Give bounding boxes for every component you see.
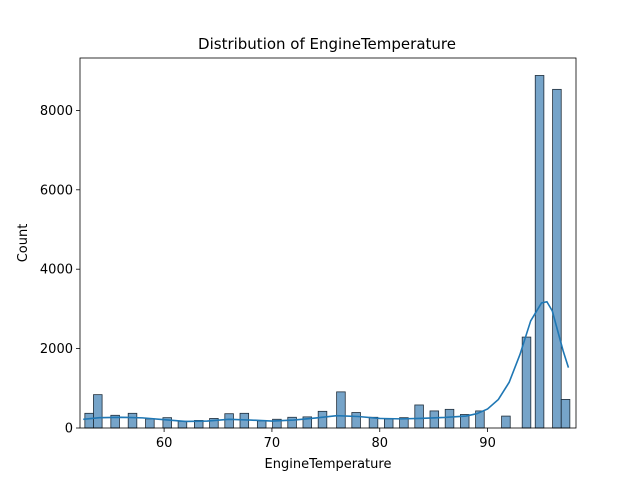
histogram-bar-17 [351,412,361,429]
y-axis-label: Count [16,224,31,263]
histogram-bar-3 [127,412,138,429]
y-axis-ticks: 0 2000 4000 6000 8000 [40,104,80,437]
histogram-bar-16 [336,391,346,429]
histogram-bar-0 [84,412,94,429]
histogram-bar-22 [429,410,440,429]
histogram-bar-21 [414,404,424,429]
histogram-bar-15 [317,410,328,429]
x-tick-label: 90 [479,436,496,451]
y-tick-label: 0 [65,422,73,437]
x-tick-label: 80 [371,436,388,451]
histogram-bar-4 [145,418,155,429]
x-tick-label: 70 [264,436,281,451]
x-tick-label: 60 [156,436,173,451]
histogram-bar-28 [534,75,545,429]
y-tick-label: 4000 [40,263,73,278]
x-axis-ticks: 60 70 80 90 [156,428,496,451]
histogram-bar-29 [552,88,562,429]
histogram-bar-30 [560,399,571,429]
bars-group [84,75,571,429]
histogram-bar-1 [93,394,103,429]
plot-frame [79,57,577,429]
x-axis-label: EngineTemperature [265,457,392,472]
histogram-bar-27 [521,336,532,429]
histogram-bar-11 [256,420,267,429]
y-tick-label: 6000 [40,183,73,198]
kde-group [83,300,570,423]
histogram-bar-26 [501,415,511,429]
histogram-bar-19 [383,418,394,429]
y-tick-label: 8000 [40,104,73,119]
kde-line [83,300,570,423]
histogram-bar-6 [177,420,188,429]
histogram-bar-9 [224,413,234,429]
histogram-bar-23 [444,408,455,429]
y-tick-label: 2000 [40,342,73,357]
chart-title: Distribution of EngineTemperature [198,35,456,53]
histogram-bar-13 [287,416,297,429]
